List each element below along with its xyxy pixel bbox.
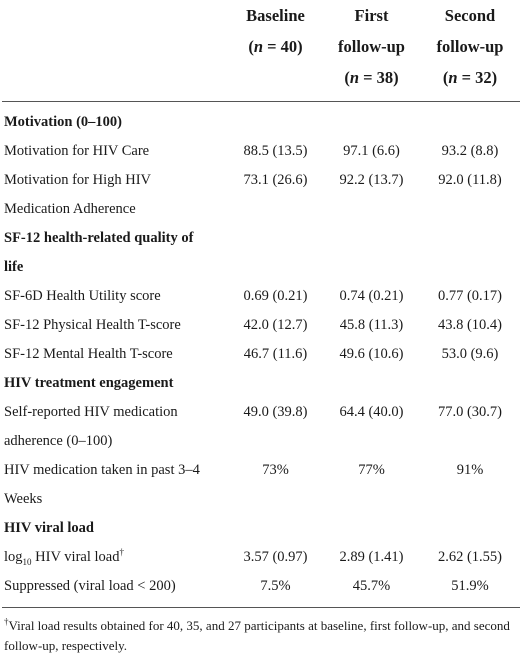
table-row: SF-6D Health Utility score 0.69 (0.21) 0.7…: [2, 282, 520, 311]
section-label: HIV treatment engagement: [2, 369, 520, 398]
header-first-title: First: [354, 6, 389, 25]
table-body: Motivation (0–100) Motivation for HIV Car…: [2, 102, 520, 608]
section-label-text: HIV viral load: [4, 520, 94, 536]
first-followup-value: 2.89 (1.41): [339, 549, 404, 565]
header-first-followup: First follow-up (n = 38): [323, 0, 420, 102]
baseline-value: 73%: [262, 462, 289, 478]
baseline-value: 88.5 (13.5): [243, 143, 308, 159]
row-label-mark: †: [119, 547, 124, 558]
first-followup-value: 49.6 (10.6): [339, 346, 404, 362]
baseline-value: 46.7 (11.6): [243, 346, 308, 362]
first-followup-value: 45.7%: [323, 572, 420, 608]
table-row: Motivation for HIV Care 88.5 (13.5) 97.1 (…: [2, 137, 520, 166]
row-label-post: HIV viral load: [31, 549, 120, 565]
row-label-text: Motivation for High HIV: [4, 172, 151, 188]
row-label: Motivation for HIV Care: [2, 137, 228, 166]
second-followup-value: 93.2 (8.8): [441, 143, 499, 159]
footnote: †Viral load results obtained for 40, 35,…: [2, 608, 520, 656]
footnote-mark: †: [4, 616, 9, 627]
row-label-text: SF-12 Mental Health T-score: [4, 346, 173, 362]
results-table: Baseline (n = 40) First follow-up (n = 3…: [2, 0, 520, 608]
header-baseline-title: Baseline: [246, 6, 305, 25]
row-label-text-2: Weeks: [4, 491, 43, 507]
row-label-sub: 10: [22, 556, 32, 567]
section-row: HIV viral load: [2, 514, 520, 543]
table-row: SF-12 Mental Health T-score 46.7 (11.6) 49…: [2, 340, 520, 369]
baseline-value: 73.1 (26.6): [243, 172, 308, 188]
header-baseline: Baseline (n = 40): [228, 0, 323, 102]
row-label: log10 HIV viral load†: [2, 543, 228, 572]
row-label-text: Self-reported HIV medication: [4, 404, 178, 420]
header-baseline-n: (n = 40): [248, 37, 303, 56]
baseline-value: 3.57 (0.97): [243, 549, 308, 565]
row-label-text: HIV medication taken in past 3–4: [4, 462, 200, 478]
first-followup-value: 77%: [358, 462, 385, 478]
row-label: Suppressed (viral load < 200): [2, 572, 228, 608]
second-followup-value: 92.0 (11.8): [438, 172, 502, 188]
second-followup-value: 43.8 (10.4): [437, 317, 503, 333]
row-label-text-2: adherence (0–100): [4, 433, 113, 449]
second-followup-value: 77.0 (30.7): [437, 404, 503, 420]
row-label-text: SF-12 Physical Health T-score: [4, 317, 181, 333]
row-label-pre: log: [4, 549, 23, 565]
row-label: Motivation for High HIV Medication Adhere…: [2, 166, 228, 224]
header-second-followup: Second follow-up (n = 32): [420, 0, 520, 102]
baseline-value: 7.5%: [228, 572, 323, 608]
footnote-text: Viral load results obtained for 40, 35, …: [4, 618, 510, 653]
section-label: SF-12 health-related quality of life: [2, 224, 520, 282]
second-followup-value: 53.0 (9.6): [441, 346, 499, 362]
header-first-subtitle: follow-up: [338, 37, 405, 56]
header-first-n: (n = 38): [344, 68, 399, 87]
table-row: HIV medication taken in past 3–4 Weeks 73%…: [2, 456, 520, 514]
row-label-text: Suppressed (viral load < 200): [4, 578, 176, 594]
baseline-value: 0.69 (0.21): [243, 288, 308, 304]
row-label-text: Motivation for HIV Care: [4, 143, 150, 159]
section-label-text-2: life: [4, 259, 24, 275]
second-followup-value: 2.62 (1.55): [437, 549, 503, 565]
first-followup-value: 92.2 (13.7): [339, 172, 404, 188]
second-followup-value: 0.77 (0.17): [437, 288, 503, 304]
table-row: Suppressed (viral load < 200) 7.5% 45.7% 51…: [2, 572, 520, 608]
first-followup-value: 97.1 (6.6): [343, 143, 400, 159]
section-row: Motivation (0–100): [2, 102, 520, 138]
table-row: Motivation for High HIV Medication Adhere…: [2, 166, 520, 224]
second-followup-value: 51.9%: [420, 572, 520, 608]
baseline-value: 49.0 (39.8): [243, 404, 308, 420]
first-followup-value: 0.74 (0.21): [339, 288, 404, 304]
table-row: log10 HIV viral load† 3.57 (0.97) 2.89 (1.…: [2, 543, 520, 572]
header-second-n: (n = 32): [442, 68, 498, 87]
row-label: HIV medication taken in past 3–4 Weeks: [2, 456, 228, 514]
section-label: Motivation (0–100): [2, 102, 520, 138]
section-label-text: Motivation (0–100): [4, 114, 122, 130]
table-row: Self-reported HIV medication adherence (0…: [2, 398, 520, 456]
row-label: SF-12 Mental Health T-score: [2, 340, 228, 369]
second-followup-value: 91%: [456, 462, 484, 478]
row-label: Self-reported HIV medication adherence (0…: [2, 398, 228, 456]
section-label: HIV viral load: [2, 514, 520, 543]
first-followup-value: 64.4 (40.0): [339, 404, 404, 420]
row-label: SF-12 Physical Health T-score: [2, 311, 228, 340]
row-label: SF-6D Health Utility score: [2, 282, 228, 311]
header-blank: [2, 0, 228, 102]
row-label-text-2: Medication Adherence: [4, 201, 136, 217]
baseline-value: 42.0 (12.7): [243, 317, 308, 333]
section-row: SF-12 health-related quality of life: [2, 224, 520, 282]
table-row: SF-12 Physical Health T-score 42.0 (12.7)…: [2, 311, 520, 340]
header-second-subtitle: follow-up: [436, 37, 504, 56]
section-label-text: SF-12 health-related quality of: [4, 230, 194, 246]
row-label-text: SF-6D Health Utility score: [4, 288, 161, 304]
section-row: HIV treatment engagement: [2, 369, 520, 398]
section-label-text: HIV treatment engagement: [4, 375, 174, 391]
header-row: Baseline (n = 40) First follow-up (n = 3…: [2, 0, 520, 102]
first-followup-value: 45.8 (11.3): [339, 317, 404, 333]
header-second-title: Second: [444, 6, 496, 25]
